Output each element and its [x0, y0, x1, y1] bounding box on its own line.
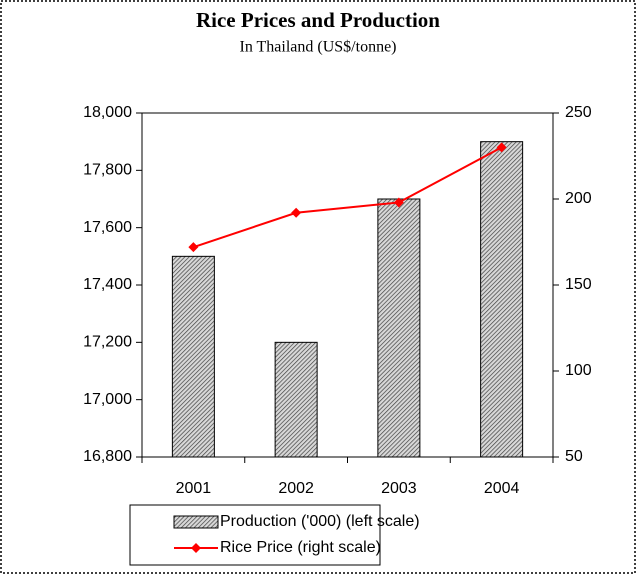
legend-swatch [173, 515, 219, 529]
line [193, 146, 503, 249]
y2-tick-label: 200 [565, 190, 592, 207]
bar [171, 255, 215, 458]
bar [377, 198, 421, 458]
x-tick-label: 2002 [278, 480, 314, 497]
legend-box [129, 504, 381, 566]
y-tick-label: 16,800 [83, 448, 132, 465]
chart-title: Rice Prices and Production [196, 8, 440, 32]
y2-tick-label: 50 [565, 448, 583, 465]
line-marker [291, 207, 302, 218]
y2-tick-label: 100 [565, 362, 592, 379]
y-tick-label: 17,800 [83, 162, 132, 179]
y-tick-label: 17,000 [83, 391, 132, 408]
line-marker [188, 242, 199, 253]
x-tick-label: 2001 [176, 480, 212, 497]
x-tick-label: 2004 [484, 480, 520, 497]
legend-label: Rice Price (right scale) [220, 539, 381, 556]
chart-subtitle: In Thailand (US$/tonne) [239, 39, 396, 56]
legend-marker [191, 543, 201, 553]
y-tick-label: 18,000 [83, 104, 132, 121]
y-tick-label: 17,600 [83, 219, 132, 236]
bar [480, 141, 524, 458]
legend-label: Production ('000) (left scale) [220, 513, 420, 530]
bar [274, 341, 318, 458]
line-marker [496, 142, 507, 153]
y-tick-label: 17,200 [83, 334, 132, 351]
y-tick-label: 17,400 [83, 276, 132, 293]
y2-tick-label: 250 [565, 104, 592, 121]
line-marker [393, 197, 404, 208]
plot-frame [141, 112, 554, 458]
x-tick-label: 2003 [381, 480, 417, 497]
y2-tick-label: 150 [565, 276, 592, 293]
